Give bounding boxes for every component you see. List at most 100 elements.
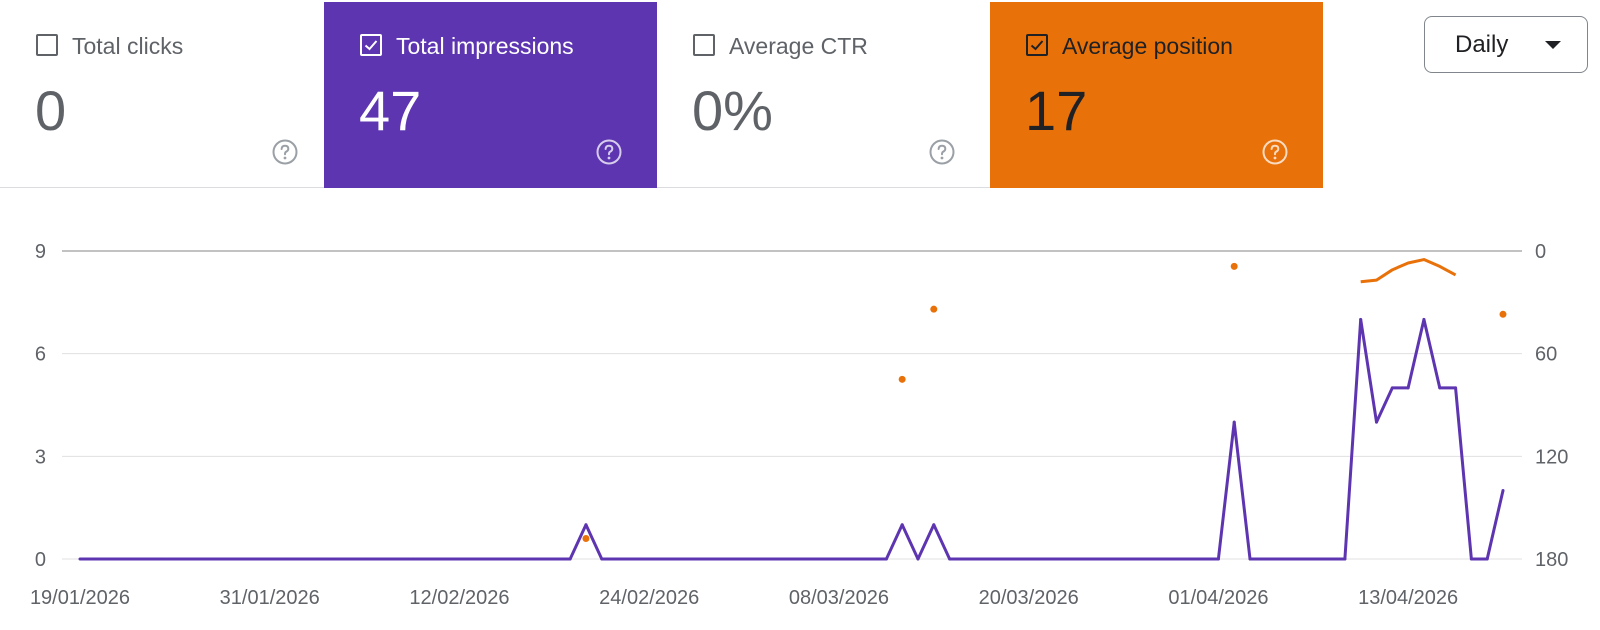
impressions-point <box>1343 557 1347 561</box>
impressions-point <box>758 557 762 561</box>
impressions-point <box>521 557 525 561</box>
impressions-point <box>1042 557 1046 561</box>
position-point <box>582 534 590 542</box>
impressions-point <box>125 557 129 561</box>
check-icon <box>364 40 378 51</box>
x-tick-label: 31/01/2026 <box>220 587 320 609</box>
y-right-tick-label: 120 <box>1535 446 1568 468</box>
impressions-point <box>252 557 256 561</box>
impressions-point <box>394 557 398 561</box>
impressions-point <box>584 523 588 527</box>
help-icon[interactable] <box>928 138 956 166</box>
impressions-point <box>1090 557 1094 561</box>
impressions-point <box>837 557 841 561</box>
metric-value: 0% <box>692 79 773 142</box>
metric-card-total-impressions[interactable]: Total impressions 47 <box>324 2 657 188</box>
impressions-point <box>790 557 793 561</box>
x-tick-label: 24/02/2026 <box>599 587 699 609</box>
impressions-point <box>284 557 288 561</box>
x-tick-label: 20/03/2026 <box>979 587 1079 609</box>
impressions-point <box>1027 557 1031 561</box>
impressions-line <box>80 317 1505 561</box>
impressions-point <box>869 557 873 561</box>
impressions-point <box>331 557 335 561</box>
metric-card-total-clicks[interactable]: Total clicks 0 <box>0 2 333 188</box>
impressions-point <box>363 557 367 561</box>
y-left-tick-label: 6 <box>35 344 46 366</box>
chart-grid <box>62 250 1522 560</box>
check-icon <box>1030 40 1044 51</box>
impressions-point <box>1058 557 1062 561</box>
y-right-tick-label: 180 <box>1535 549 1568 571</box>
impressions-point <box>1406 386 1410 390</box>
impressions-point <box>110 557 114 561</box>
impressions-point <box>995 557 999 561</box>
checkbox-total-clicks[interactable] <box>36 34 58 56</box>
impressions-point <box>157 557 161 561</box>
impressions-point <box>1011 557 1015 561</box>
help-icon[interactable] <box>1261 138 1289 166</box>
metric-card-average-position[interactable]: Average position 17 <box>990 2 1323 188</box>
metric-cards: Total clicks 0 Total impressions 47 Aver… <box>0 2 1324 188</box>
impressions-point <box>1264 557 1268 561</box>
impressions-point <box>695 557 699 561</box>
impressions-point <box>1390 386 1394 390</box>
impressions-point <box>663 557 667 561</box>
impressions-point <box>537 557 541 561</box>
impressions-point <box>1422 317 1426 321</box>
impressions-point <box>774 557 778 561</box>
metric-label: Average position <box>1062 33 1233 59</box>
impressions-point <box>805 557 809 561</box>
impressions-point <box>884 557 888 561</box>
impressions-point <box>315 557 319 561</box>
impressions-point <box>963 557 967 561</box>
period-select[interactable]: Daily <box>1424 16 1588 73</box>
impressions-point <box>1137 557 1141 561</box>
impressions-point <box>141 557 145 561</box>
position-point <box>898 375 906 383</box>
impressions-point <box>647 557 651 561</box>
impressions-point <box>916 557 920 561</box>
checkbox-average-ctr[interactable] <box>693 34 715 56</box>
impressions-point <box>1232 420 1236 424</box>
checkbox-average-position[interactable] <box>1026 34 1048 56</box>
metric-value: 0 <box>35 79 67 142</box>
impressions-point <box>426 557 430 561</box>
impressions-point <box>1359 317 1363 321</box>
impressions-point <box>378 557 382 561</box>
impressions-point <box>1469 557 1473 561</box>
position-line <box>1360 258 1457 284</box>
x-tick-label: 19/01/2026 <box>30 587 130 609</box>
impressions-point <box>1216 557 1220 561</box>
impressions-point <box>204 557 208 561</box>
checkbox-total-impressions[interactable] <box>360 34 382 56</box>
y-right-tick-label: 0 <box>1535 241 1546 263</box>
impressions-point <box>821 557 825 561</box>
impressions-point <box>679 557 683 561</box>
impressions-point <box>1327 557 1331 561</box>
position-point <box>930 305 938 313</box>
metric-value: 17 <box>1025 79 1088 142</box>
impressions-point <box>220 557 224 561</box>
x-tick-label: 01/04/2026 <box>1168 587 1268 609</box>
impressions-point <box>1280 557 1284 561</box>
caret-down-icon <box>1545 41 1561 49</box>
help-icon[interactable] <box>595 138 623 166</box>
impressions-point <box>1201 557 1205 561</box>
impressions-point <box>568 557 572 561</box>
impressions-point <box>268 557 272 561</box>
impressions-point <box>932 523 936 527</box>
impressions-point <box>726 557 730 561</box>
impressions-point <box>1454 386 1458 390</box>
metric-label: Total clicks <box>72 33 184 59</box>
impressions-point <box>1074 557 1078 561</box>
impressions-point <box>1295 557 1299 561</box>
impressions-point <box>1438 386 1442 390</box>
impressions-point <box>600 557 604 561</box>
position-point <box>1230 262 1238 270</box>
impressions-point <box>505 557 509 561</box>
metric-card-average-ctr[interactable]: Average CTR 0% <box>657 2 990 188</box>
help-icon[interactable] <box>271 138 299 166</box>
impressions-point <box>78 557 82 561</box>
impressions-point <box>442 557 446 561</box>
